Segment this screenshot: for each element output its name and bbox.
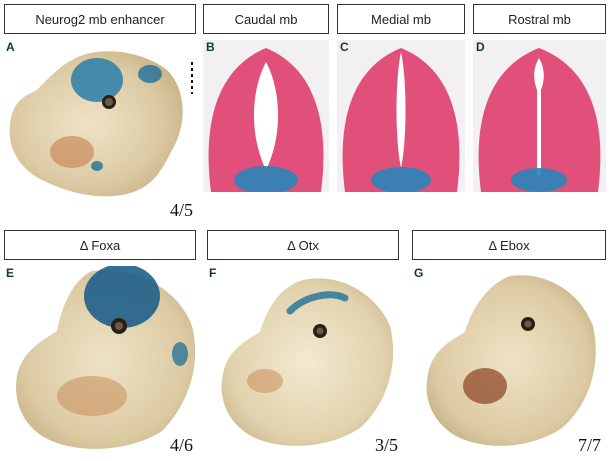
panel-label-b: B [206,40,215,54]
embryo-count-e: 4/6 [170,435,194,455]
header-delta-foxa: Δ Foxa [4,230,196,260]
panel-label-f: F [209,266,217,280]
embryo-count-a: 4/5 [170,200,194,220]
panel-label-c: C [340,40,349,54]
header-medial-mb: Medial mb [337,4,465,34]
embryo-image-a [2,40,202,200]
header-caudal-mb: Caudal mb [203,4,329,34]
header-delta-otx: Δ Otx [207,230,399,260]
panel-label-a: A [6,40,15,54]
embryo-image-f [205,266,405,456]
section-image-rostral [473,40,606,192]
embryo-image-g [410,266,610,456]
panel-label-e: E [6,266,15,280]
panel-label-g: G [414,266,424,280]
section-image-caudal [203,40,329,192]
section-image-medial [337,40,465,192]
panel-label-d: D [476,40,485,54]
header-rostral-mb: Rostral mb [473,4,606,34]
embryo-count-f: 3/5 [375,435,399,455]
header-neurog2-enhancer: Neurog2 mb enhancer [4,4,196,34]
embryo-image-e [2,266,202,456]
embryo-count-g: 7/7 [578,435,602,455]
header-delta-ebox: Δ Ebox [412,230,606,260]
